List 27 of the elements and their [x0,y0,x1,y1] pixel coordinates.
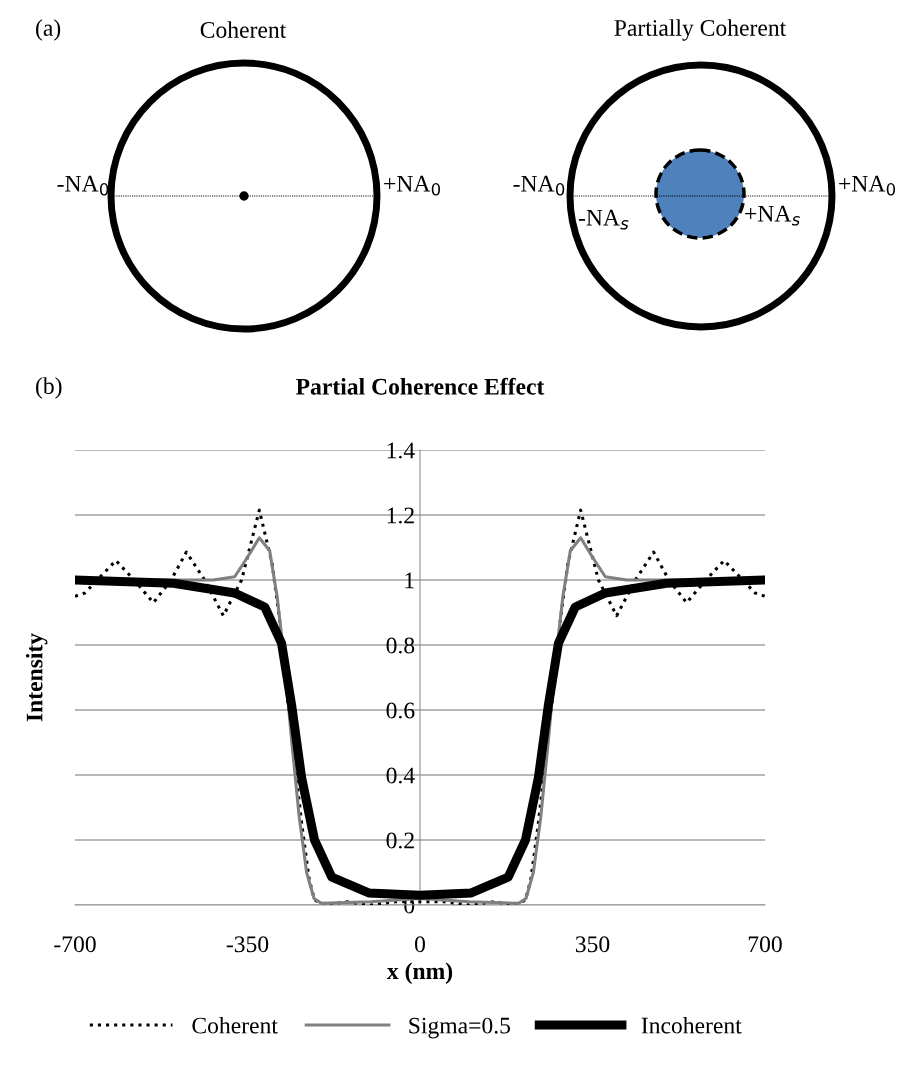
text: -NA$_{0}$ [57,175,109,196]
legend-label: Incoherent [641,1016,742,1034]
y-tick-label: 0.6 [386,702,415,719]
text: -NA$_{0}$ [513,175,565,196]
chart-title: Partial Coherence Effect [296,377,545,395]
text: (a) [36,19,61,41]
y-tick-label: 1.4 [387,442,415,459]
y-tick-label: 0.2 [386,832,414,849]
text: +NA$_{0}$ [839,175,896,196]
text: Coherent [200,21,287,38]
y-tick-label: 0.8 [386,637,415,654]
text: +NA$_{s}$ [745,205,800,226]
x-tick-label: 700 [748,936,782,953]
x-tick-label: -350 [226,936,269,953]
text: -NA$_{s}$ [578,209,629,230]
text: +NA$_{0}$ [384,175,441,196]
x-tick-label: -700 [54,936,96,953]
y-tick-label: 1.2 [387,507,414,524]
y-axis-title: Intensity [25,633,48,722]
legend-label: Coherent [192,1016,278,1034]
x-tick-label: 350 [575,936,610,953]
text: (b) [36,377,62,399]
x-axis-title: x (nm) [386,962,453,984]
text: Partially Coherent [614,19,787,41]
y-tick-label: 1 [405,572,414,589]
legend-label: Sigma=0.5 [409,1017,511,1039]
y-tick-label: 0.4 [386,767,415,784]
